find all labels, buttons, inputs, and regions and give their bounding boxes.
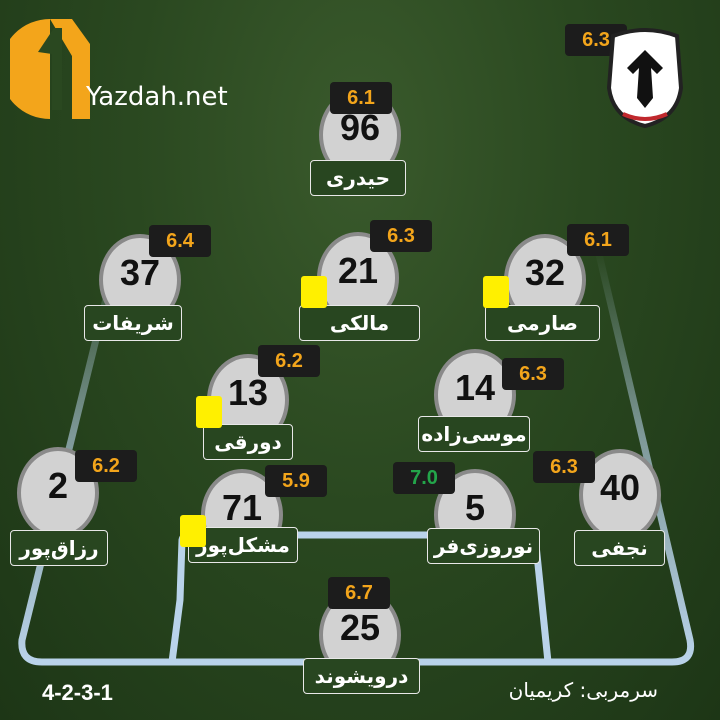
player-name: شریفات [84, 305, 182, 341]
player-name: مشکل‌پور [188, 527, 298, 563]
player-rating: 6.3 [533, 451, 595, 483]
formation-label: 4-2-3-1 [42, 680, 113, 705]
yellow-card-icon [196, 396, 222, 428]
player-rating: 6.1 [567, 224, 629, 256]
player-rating: 6.2 [75, 450, 137, 482]
site-name: Yazdah.net [86, 82, 228, 112]
player-rating: 6.4 [149, 225, 211, 257]
player-rating: 6.1 [330, 82, 392, 114]
player-name: مالکی [299, 305, 420, 341]
player-name: حیدری [310, 160, 406, 196]
player-rating: 5.9 [265, 465, 327, 497]
player-rating: 6.7 [328, 577, 390, 609]
player-name: نوروزی‌فر [427, 528, 540, 564]
eagle-crest-icon [606, 28, 684, 128]
yellow-card-icon [483, 276, 509, 308]
player-name: صارمی [485, 305, 600, 341]
player-name: نجفی [574, 530, 665, 566]
player-name: موسی‌زاده [418, 416, 530, 452]
player-name: رزاق‌پور [10, 530, 108, 566]
player-name: درویشوند [303, 658, 420, 694]
yellow-card-icon [180, 515, 206, 547]
yellow-card-icon [301, 276, 327, 308]
player-rating: 7.0 [393, 462, 455, 494]
player-rating: 6.3 [502, 358, 564, 390]
player-rating: 6.2 [258, 345, 320, 377]
player-name: دورقی [203, 424, 293, 460]
player-rating: 6.3 [370, 220, 432, 252]
coach-label: سرمربی: کریمیان [508, 678, 658, 702]
yazdah-logo [10, 19, 90, 119]
